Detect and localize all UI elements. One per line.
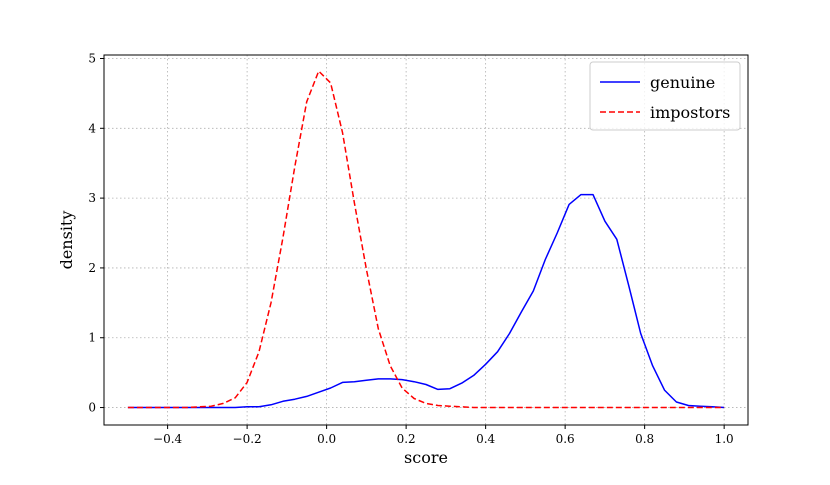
y-tick-label: 1: [88, 331, 96, 345]
y-tick-label: 2: [88, 261, 96, 275]
legend-label-genuine: genuine: [650, 73, 715, 92]
legend-label-impostors: impostors: [650, 103, 730, 122]
x-tick-label: 1.0: [715, 432, 734, 446]
x-tick-label: −0.2: [233, 432, 262, 446]
legend: genuine impostors: [589, 61, 741, 131]
y-axis-ticks: 0 1 2 3 4 5: [88, 51, 104, 415]
series-line-impostors: [127, 70, 725, 409]
y-tick-label: 5: [88, 51, 96, 65]
x-tick-label: −0.4: [153, 432, 183, 446]
plot-area-frame: [103, 54, 749, 426]
y-tick-label: 3: [88, 191, 96, 205]
series-line-genuine: [127, 193, 725, 409]
x-tick-label: 0.6: [556, 432, 575, 446]
x-tick-label: 0.4: [476, 432, 495, 446]
x-axis-label: score: [404, 448, 448, 467]
y-tick-label: 4: [88, 121, 96, 135]
x-tick-label: 0.8: [635, 432, 654, 446]
x-axis-ticks: −0.4 −0.2 0.0 0.2 0.4 0.6 0.8 1.0: [153, 425, 734, 446]
series-lines: [127, 70, 725, 409]
x-tick-label: 0.2: [397, 432, 416, 446]
y-tick-label: 0: [88, 401, 96, 415]
x-tick-label: 0.0: [317, 432, 336, 446]
legend-box: [589, 61, 741, 131]
y-axis-label: density: [57, 211, 76, 270]
